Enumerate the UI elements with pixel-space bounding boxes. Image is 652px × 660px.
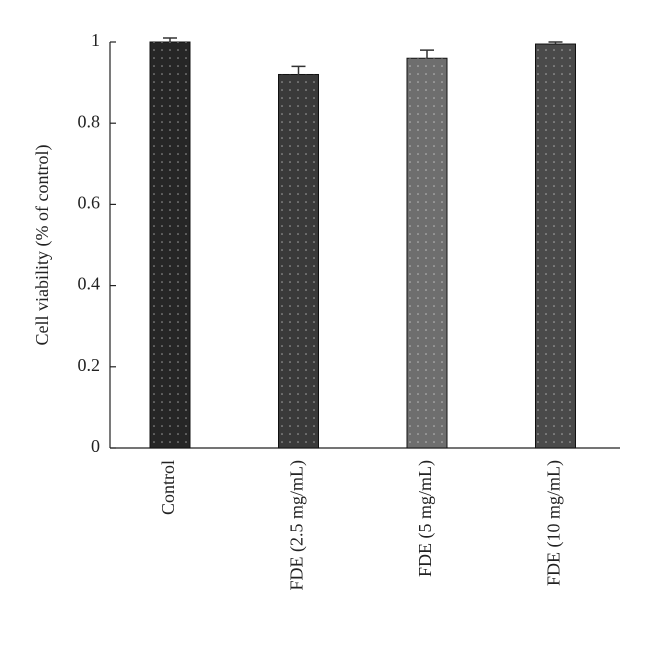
- x-tick-label: FDE (2.5 mg/mL): [287, 460, 308, 591]
- error-bar: [548, 41, 563, 45]
- y-tick-label: 0.4: [78, 274, 101, 294]
- x-tick-label: FDE (5 mg/mL): [415, 460, 436, 577]
- error-bar: [420, 49, 434, 59]
- error-bar: [291, 65, 306, 75]
- y-tick-label: 0.8: [78, 111, 101, 131]
- bar: [278, 73, 319, 449]
- x-tick-label: FDE (10 mg/mL): [544, 460, 565, 586]
- y-tick-label: 0.6: [78, 193, 101, 213]
- y-tick-label: 0: [91, 436, 100, 456]
- error-bar: [163, 37, 177, 42]
- x-tick-label: Control: [158, 460, 178, 515]
- bar: [535, 43, 576, 449]
- bar: [149, 41, 191, 449]
- y-tick-label: 0.2: [78, 355, 101, 375]
- bar: [406, 57, 448, 449]
- y-tick-label: 1: [91, 30, 100, 50]
- y-axis-label: Cell viability (% of control): [32, 145, 53, 346]
